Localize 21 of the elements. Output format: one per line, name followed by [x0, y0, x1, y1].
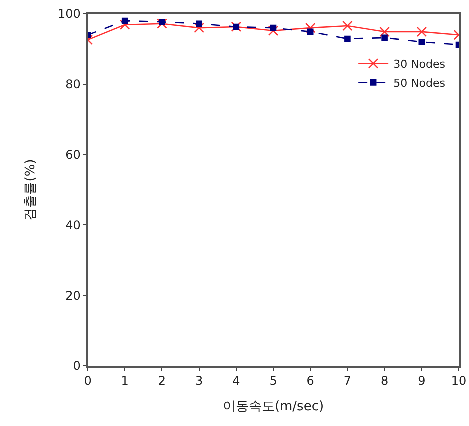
y-tick-label: 60	[66, 148, 81, 162]
x-tick-label: 10	[451, 374, 467, 388]
x-tick-label: 4	[232, 374, 240, 388]
x-tick-label: 0	[84, 374, 92, 388]
x-tick-label: 5	[270, 374, 278, 388]
x-axis-title: 이동속도(m/sec)	[222, 399, 324, 414]
x-tick-label: 8	[380, 374, 389, 388]
legend-label: 30 Nodes	[394, 58, 446, 71]
y-axis-title: 검출률(%)	[23, 159, 38, 221]
y-tick-label: 20	[66, 288, 81, 303]
x-tick-label: 3	[195, 374, 204, 388]
y-tick-label: 40	[66, 218, 81, 232]
x-tick-label: 9	[418, 374, 426, 388]
legend-label: 50 Nodes	[394, 76, 446, 90]
y-tick-label: 80	[66, 78, 81, 92]
y-tick-label: 100	[58, 7, 81, 22]
y-tick-label: 0	[73, 359, 81, 374]
x-tick-label: 7	[344, 374, 352, 388]
x-tick-label: 1	[121, 374, 129, 388]
x-tick-label: 6	[306, 374, 314, 388]
x-tick-label: 2	[158, 374, 166, 388]
